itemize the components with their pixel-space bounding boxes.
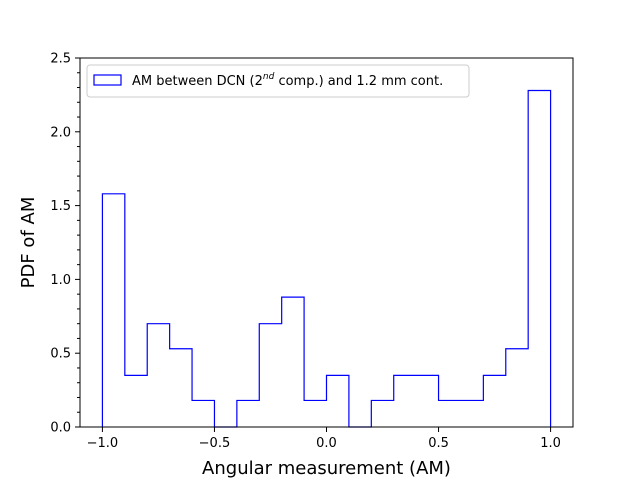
y-tick-label: 0.0 (50, 421, 71, 436)
legend-label-sup: nd (263, 72, 275, 82)
histogram-step-line (101, 89, 552, 428)
y-axis-ticks: 0.0 0.5 1.0 1.5 2.0 2.5 (50, 52, 80, 436)
y-axis-label: PDF of AM (18, 197, 39, 289)
legend-swatch (93, 74, 122, 86)
legend-box (86, 64, 470, 98)
x-tick-label: −1.0 (87, 436, 119, 451)
legend: AM between DCN (2nd comp.) and 1.2 mm co… (86, 64, 470, 98)
x-axis-ticks: −1.0 −0.5 0.0 0.5 1.0 (87, 427, 561, 451)
x-tick-label: 0.5 (428, 436, 449, 451)
legend-label: AM between DCN (2nd comp.) and 1.2 mm co… (132, 72, 443, 89)
legend-label-after: comp.) and 1.2 mm cont. (274, 74, 443, 89)
x-tick-label: 0.0 (316, 436, 337, 451)
plot-frame (79, 57, 574, 428)
y-tick-label: 2.5 (50, 52, 71, 67)
x-tick-label: 1.0 (540, 436, 561, 451)
legend-label-before: AM between DCN (2 (132, 74, 263, 89)
y-tick-label: 2.0 (50, 125, 71, 140)
x-tick-label: −0.5 (199, 436, 231, 451)
x-axis-label: Angular measurement (AM) (202, 458, 451, 479)
y-tick-label: 1.0 (50, 273, 71, 288)
y-tick-label: 1.5 (50, 199, 71, 214)
y-tick-label: 0.5 (50, 347, 71, 362)
